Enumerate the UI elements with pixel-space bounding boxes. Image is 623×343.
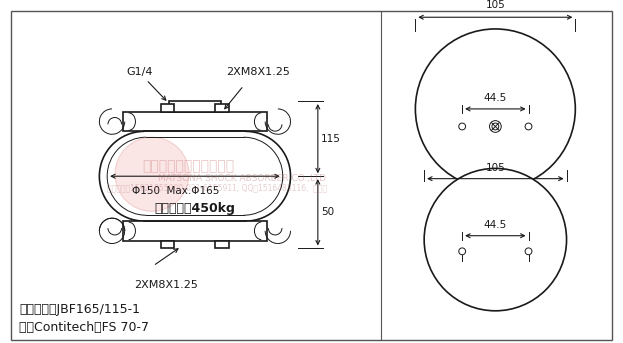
Text: 115: 115 (321, 134, 341, 144)
Text: 产品型号：JBF165/115-1: 产品型号：JBF165/115-1 (19, 303, 140, 316)
Bar (161, 240, 174, 248)
Bar (123, 221, 267, 240)
Circle shape (416, 29, 575, 189)
Text: G1/4: G1/4 (126, 67, 153, 77)
Bar (216, 240, 229, 248)
Text: 对应Contitech：FS 70-7: 对应Contitech：FS 70-7 (19, 321, 150, 333)
Bar (169, 101, 221, 112)
Text: 44.5: 44.5 (483, 220, 507, 230)
Bar (216, 104, 229, 112)
Circle shape (424, 168, 566, 311)
Text: 44.5: 44.5 (483, 93, 507, 103)
Text: 2XM8X1.25: 2XM8X1.25 (134, 280, 197, 289)
Text: 上海松夏吹震器有限公司: 上海松夏吹震器有限公司 (142, 159, 234, 174)
Text: 2XM8X1.25: 2XM8X1.25 (226, 67, 290, 77)
Text: 最大承载：450kg: 最大承载：450kg (155, 202, 235, 215)
Text: Φ150  Max.Φ165: Φ150 Max.Φ165 (131, 186, 219, 196)
Bar (123, 112, 267, 131)
Text: 联系手机：15921855000-021-6155911, QQ：1516483116,  微信：: 联系手机：15921855000-021-6155911, QQ：1516483… (107, 184, 328, 192)
Circle shape (115, 137, 189, 211)
Text: 105: 105 (485, 163, 505, 173)
Bar (161, 104, 174, 112)
Text: MATSONA SHOCK ABSORBER CO.,LTD: MATSONA SHOCK ABSORBER CO.,LTD (158, 174, 326, 183)
Text: 105: 105 (485, 0, 505, 10)
Text: 50: 50 (321, 207, 334, 217)
